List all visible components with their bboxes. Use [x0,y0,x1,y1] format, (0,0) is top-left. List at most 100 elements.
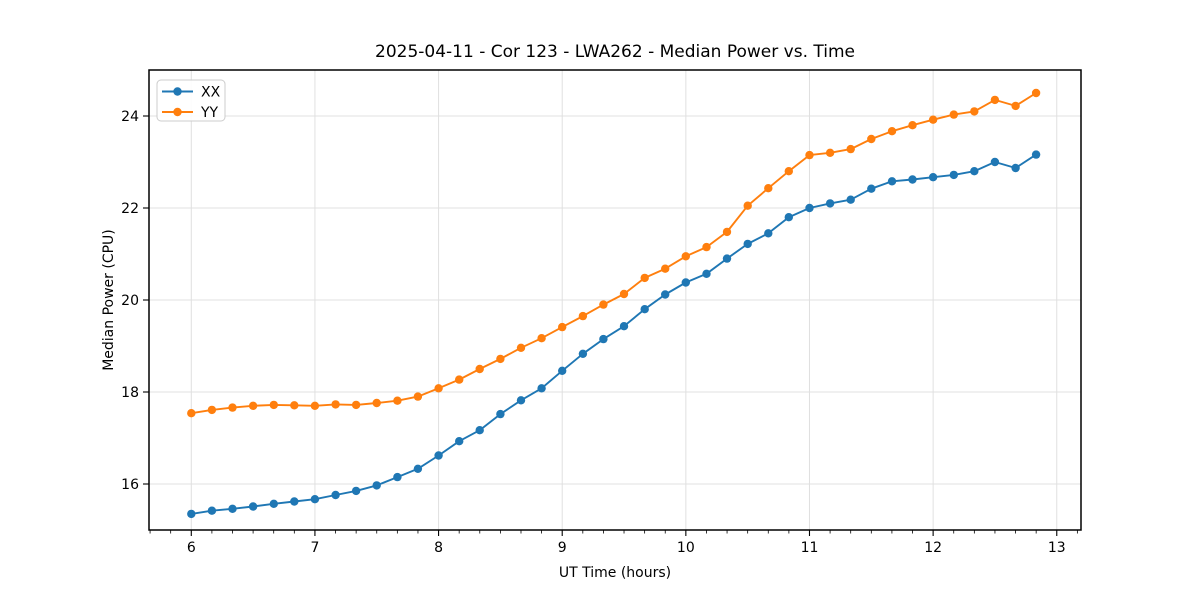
data-point-XX [990,157,1000,167]
data-point-YY [846,144,855,154]
data-point-YY [990,95,1000,105]
data-point-XX [661,290,670,299]
data-point-YY [455,375,464,384]
legend-label-yy: YY [200,105,219,121]
data-point-XX [619,322,629,331]
data-point-YY [599,300,608,309]
y-axis-label: Median Power (CPU) [101,229,117,371]
data-point-XX [578,349,588,358]
data-point-XX [207,506,217,515]
data-point-XX [372,481,381,490]
data-point-XX [331,490,340,500]
y-tick-label: 20 [121,293,139,309]
y-tick-label: 22 [121,201,139,217]
data-point-XX [846,195,855,204]
legend-marker-xx [173,87,182,96]
data-point-YY [558,322,567,332]
x-tick-label: 10 [677,540,695,556]
chart-title: 2025-04-11 - Cor 123 - LWA262 - Median P… [375,42,855,62]
data-point-XX [784,213,793,222]
data-point-XX [290,497,299,506]
data-point-YY [805,150,814,160]
data-point-YY [1031,88,1041,98]
data-point-XX [928,173,938,182]
x-tick-label: 6 [187,540,196,556]
data-point-YY [331,400,340,409]
data-point-XX [887,177,897,186]
data-point-YY [228,403,237,412]
data-point-XX [516,396,526,405]
y-tick-label: 16 [121,477,139,493]
data-point-YY [743,201,752,210]
data-point-XX [187,509,196,519]
data-point-YY [207,405,217,415]
data-point-YY [702,242,711,252]
data-point-YY [187,409,196,418]
data-point-XX [599,334,608,344]
data-point-XX [434,451,443,460]
axis-ticks: 6 7 8 9 10 11 12 13 16 18 20 22 24 [121,109,1078,556]
data-point-YY [290,401,299,410]
legend: XX YY [156,79,226,122]
x-tick-label: 11 [801,540,819,556]
data-point-YY [764,184,773,193]
data-point-XX [496,409,505,419]
y-tick-label: 24 [121,109,139,125]
data-point-XX [867,184,876,193]
data-point-YY [908,121,917,130]
data-point-XX [949,170,958,180]
data-point-XX [1011,163,1020,173]
data-point-XX [351,486,361,496]
data-point-XX [970,167,979,176]
data-point-XX [743,239,752,249]
data-point-YY [928,115,938,124]
data-point-XX [228,504,237,513]
data-point-YY [867,134,876,144]
data-point-YY [310,401,320,410]
data-point-YY [949,110,958,119]
data-point-XX [310,495,320,504]
grid [149,70,1081,530]
data-point-YY [434,384,443,393]
x-tick-label: 13 [1048,540,1066,556]
data-point-YY [784,167,793,176]
data-point-XX [702,269,711,278]
data-point-XX [805,203,814,213]
x-tick-label: 9 [558,540,567,556]
data-point-XX [558,366,567,375]
data-point-YY [887,127,897,136]
data-point-YY [351,400,361,410]
data-point-XX [640,305,649,314]
data-point-YY [393,396,402,405]
x-tick-label: 12 [924,540,942,556]
data-point-YY [1011,101,1020,111]
x-axis-label: UT Time (hours) [559,565,671,581]
series-line-YY [191,92,1037,415]
data-point-YY [413,392,423,401]
legend-label-xx: XX [201,85,221,101]
data-point-XX [269,499,278,508]
legend-marker-yy [173,107,182,117]
data-point-YY [825,148,835,157]
data-point-YY [661,264,670,273]
data-point-XX [1031,150,1041,159]
data-point-XX [908,175,917,184]
data-point-YY [372,398,381,408]
data-point-XX [413,464,423,473]
x-tick-label: 7 [310,540,319,556]
data-point-YY [619,289,629,299]
x-tick-label: 8 [434,540,443,556]
data-point-XX [825,199,835,208]
data-point-XX [722,254,732,263]
data-point-YY [681,252,690,261]
data-point-YY [970,107,979,116]
data-point-YY [516,343,526,352]
data-point-YY [496,354,505,364]
data-point-XX [393,472,402,482]
data-point-XX [764,229,773,238]
data-point-YY [722,227,732,237]
plot-border [148,69,1082,531]
data-point-XX [248,502,258,511]
